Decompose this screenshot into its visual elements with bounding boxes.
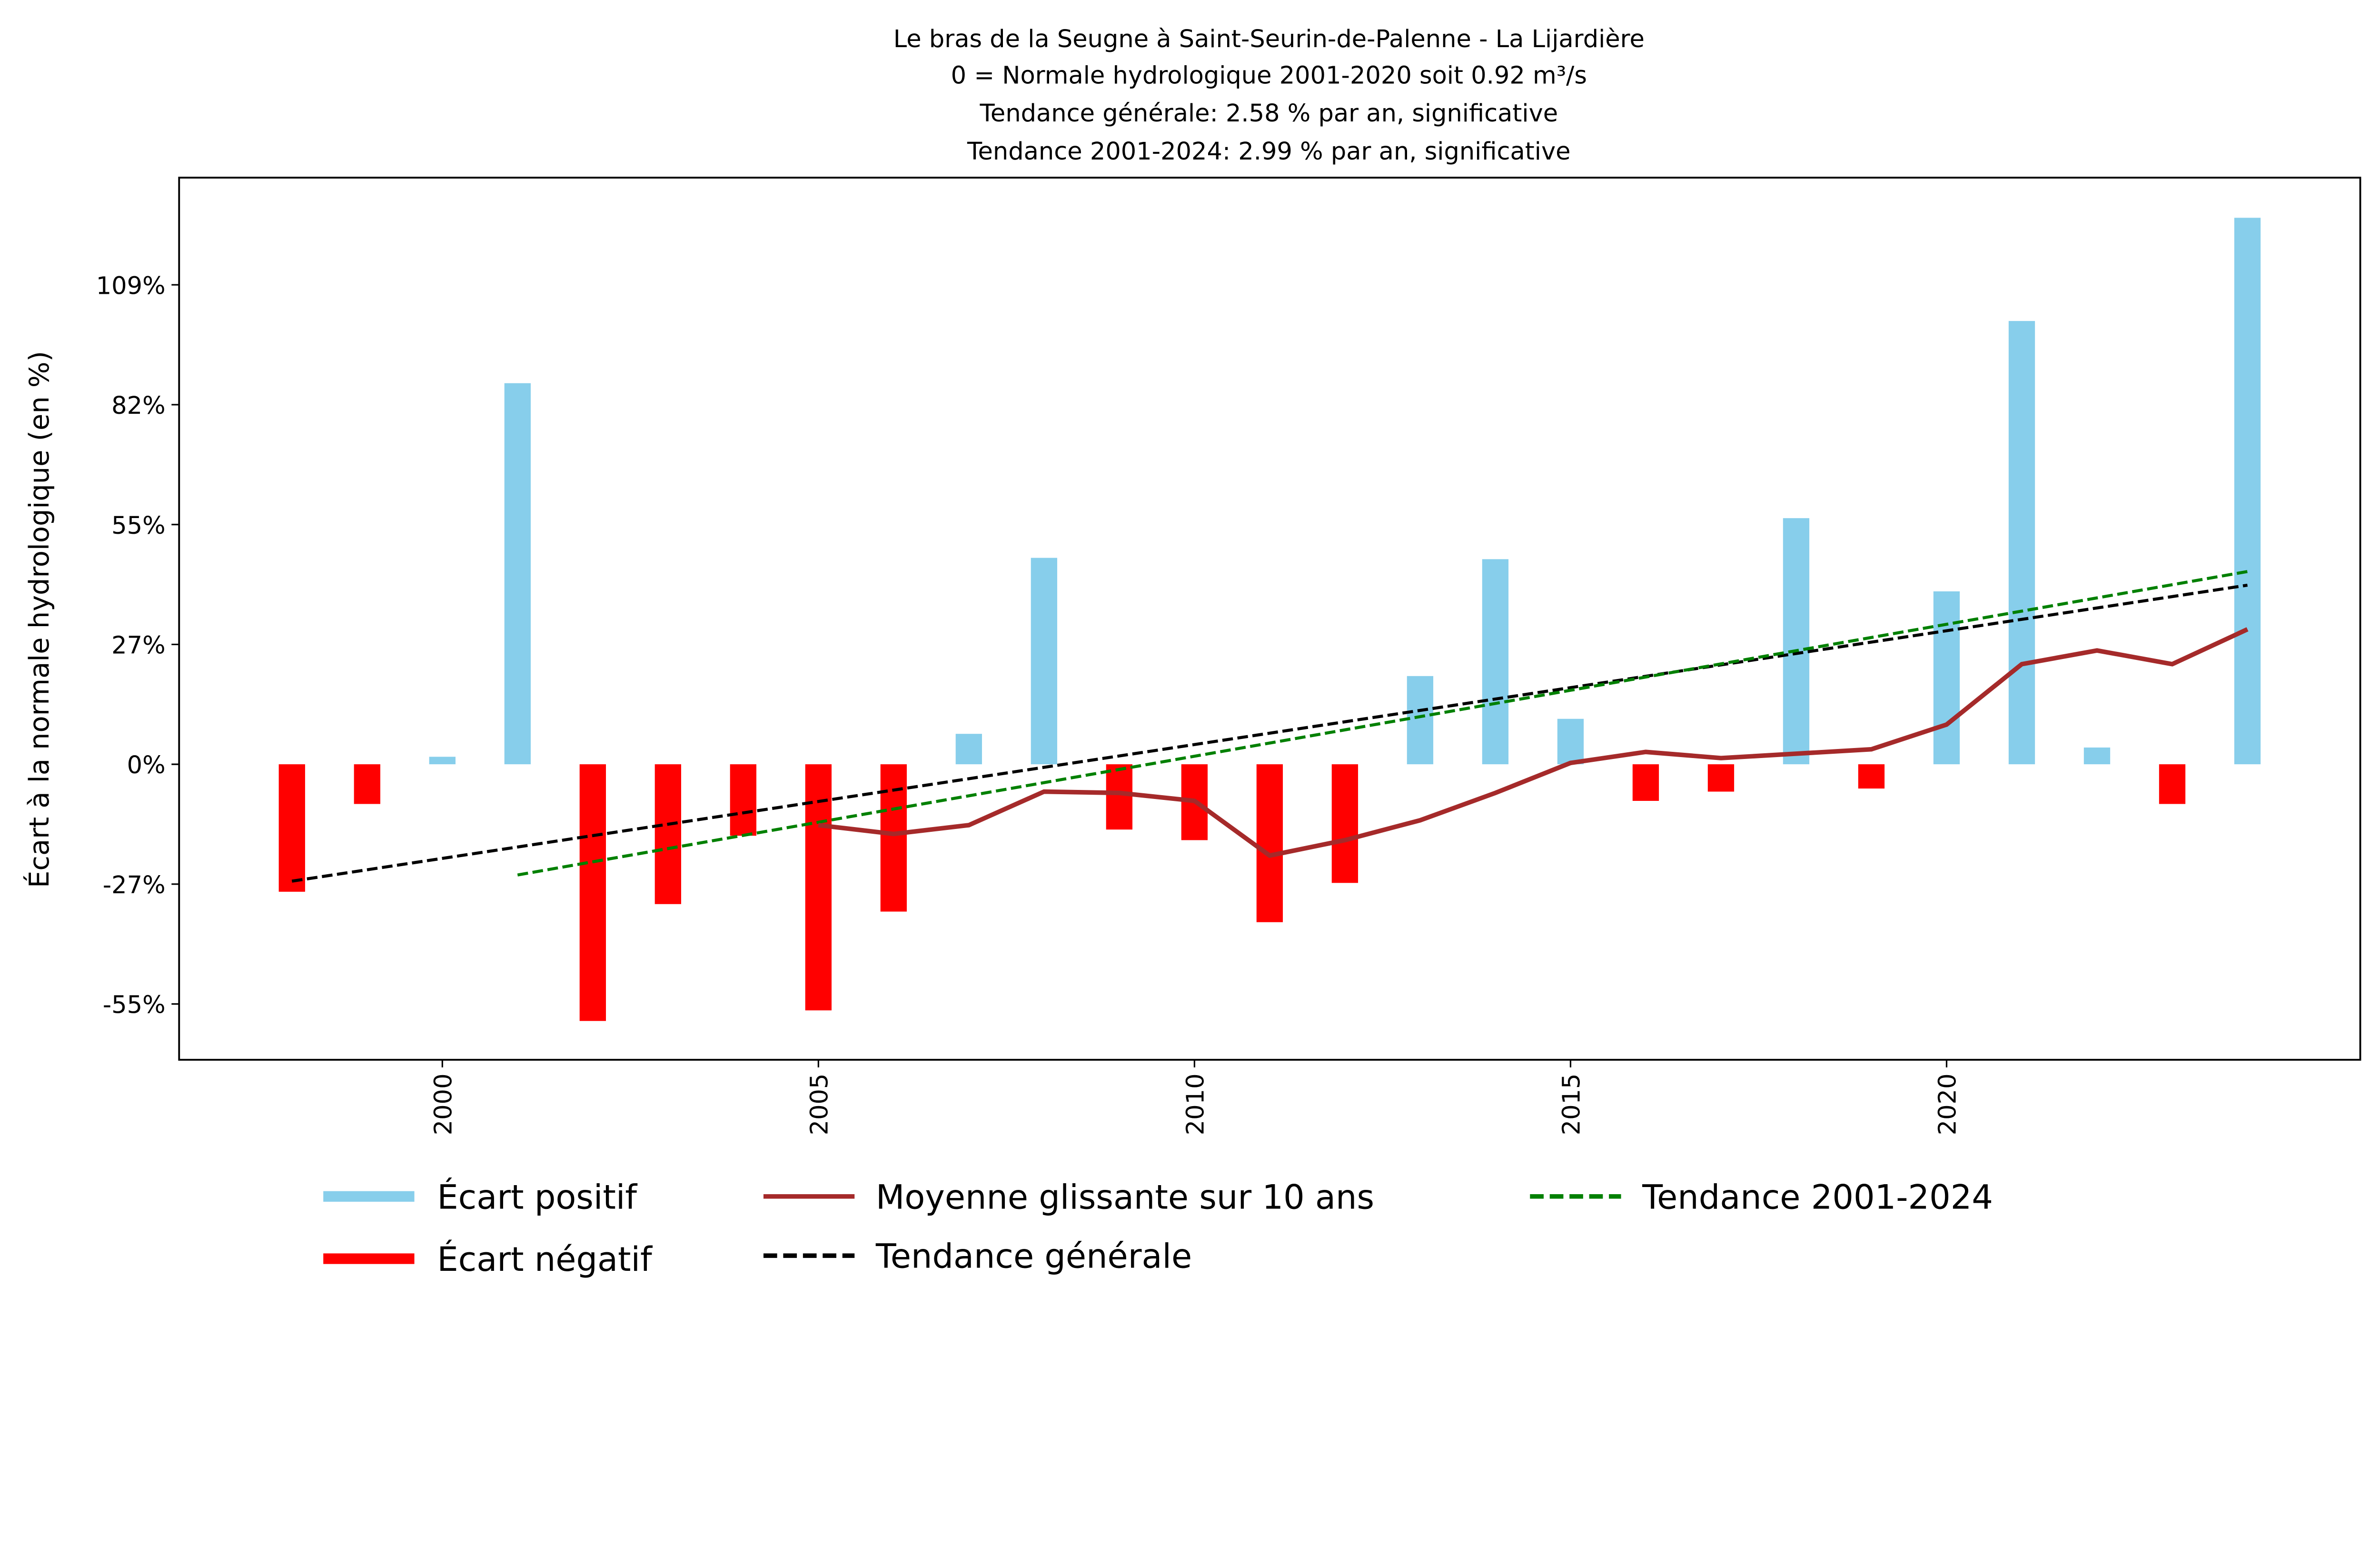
- x-tick-label: 2020: [1934, 1073, 1962, 1135]
- x-tick-label: 2015: [1558, 1073, 1586, 1135]
- chart: Le bras de la Seugne à Saint-Seurin-de-P…: [23, 25, 2361, 1279]
- bar-negative: [1632, 764, 1659, 801]
- bar-negative: [579, 764, 606, 1021]
- x-tick-label: 2010: [1182, 1073, 1210, 1135]
- bar-positive: [955, 734, 982, 765]
- legend-label-negative: Écart négatif: [437, 1240, 653, 1279]
- y-axis-label: Écart à la normale hydrologique (en %): [23, 351, 55, 888]
- legend: Écart positif Écart négatif Moyenne glis…: [323, 1178, 1993, 1279]
- bar-positive: [1031, 558, 1058, 765]
- bar-negative: [654, 764, 681, 904]
- bar-positive: [2234, 218, 2261, 765]
- legend-label-moving-average: Moyenne glissante sur 10 ans: [876, 1178, 1374, 1217]
- bar-positive: [1482, 559, 1509, 765]
- bar-negative: [1256, 764, 1283, 922]
- chart-marks: [278, 218, 2261, 1021]
- bar-negative: [1106, 764, 1133, 830]
- bar-negative: [1331, 764, 1359, 883]
- title-line-1: Le bras de la Seugne à Saint-Seurin-de-P…: [893, 25, 1645, 53]
- bar-negative: [730, 764, 756, 836]
- trend-recent-line: [517, 570, 2248, 877]
- bar-positive: [1933, 591, 1960, 765]
- bar-positive: [504, 383, 531, 765]
- moving-average-line: [818, 627, 2249, 858]
- axes: -55% -27% 0% 27% 55% 82% 109% 2000 2005 2010 2015 2…: [96, 272, 1962, 1135]
- bar-negative: [354, 764, 380, 804]
- y-tick-label: 82%: [111, 392, 165, 420]
- bar-positive: [1557, 719, 1584, 765]
- y-tick-label: -55%: [103, 991, 166, 1019]
- bar-positive: [429, 757, 456, 765]
- bar-negative: [805, 764, 832, 1011]
- bar-positive: [2083, 747, 2111, 765]
- x-tick-label: 2000: [429, 1073, 457, 1135]
- plot-frame: [178, 177, 2361, 1061]
- chart-title: Le bras de la Seugne à Saint-Seurin-de-P…: [893, 25, 1645, 166]
- bar-negative: [1858, 764, 1885, 789]
- legend-label-trend-recent: Tendance 2001-2024: [1642, 1178, 1993, 1217]
- y-tick-label: 109%: [96, 272, 166, 300]
- bar-positive: [2008, 321, 2035, 765]
- title-line-2: 0 = Normale hydrologique 2001-2020 soit …: [951, 61, 1587, 90]
- bar-negative: [880, 764, 907, 912]
- y-tick-label: 27%: [111, 632, 165, 660]
- bar-negative: [278, 764, 305, 892]
- y-tick-label: -27%: [103, 871, 166, 899]
- bar-positive: [1783, 518, 1810, 765]
- title-line-4: Tendance 2001-2024: 2.99 % par an, signi…: [967, 138, 1571, 166]
- title-line-3: Tendance générale: 2.58 % par an, signif…: [979, 100, 1558, 128]
- legend-label-positive: Écart positif: [437, 1178, 638, 1217]
- bar-negative: [2159, 764, 2186, 804]
- bar-negative: [1707, 764, 1735, 792]
- y-tick-label: 0%: [127, 751, 166, 779]
- x-tick-label: 2005: [805, 1073, 833, 1135]
- y-tick-label: 55%: [111, 512, 165, 540]
- bar-positive: [1407, 676, 1434, 765]
- legend-label-trend-general: Tendance générale: [875, 1237, 1192, 1276]
- trend-general-line: [291, 583, 2248, 883]
